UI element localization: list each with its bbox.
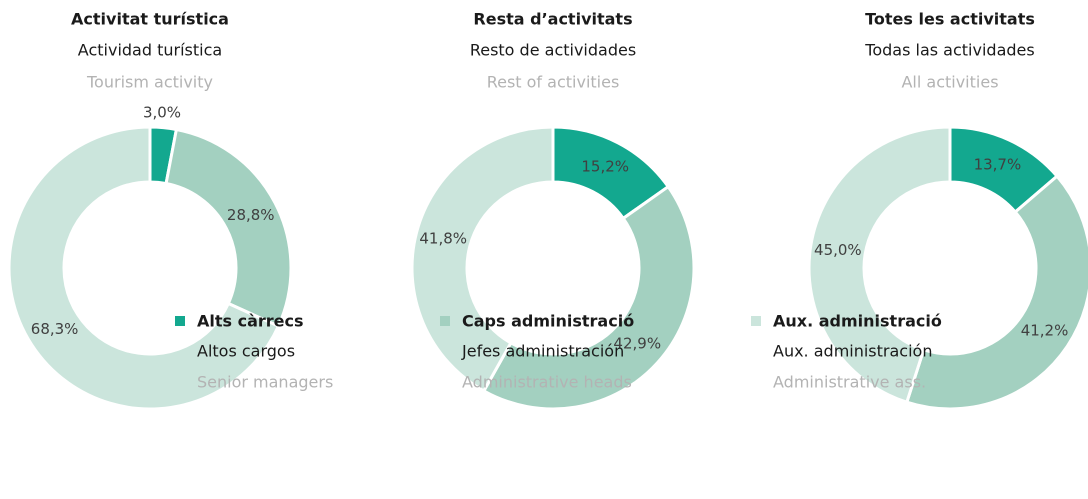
chart-subtitle-en: Tourism activity (86, 73, 213, 92)
legend-label-en: Administrative ass. (773, 373, 926, 392)
legend-label-es: Aux. administración (773, 342, 932, 361)
legend-swatch (751, 316, 761, 326)
chart-title: Totes les activitats (865, 10, 1035, 29)
donut-slice (164, 127, 293, 329)
legend-label-es: Jefes administración (461, 342, 624, 361)
legend-label: Caps administració (462, 312, 634, 331)
value-label: 45,0% (814, 241, 862, 259)
donut-slice (807, 125, 952, 405)
chart-subtitle: Actividad turística (78, 41, 222, 60)
value-label: 41,2% (1021, 321, 1069, 339)
legend-label-en: Senior managers (197, 373, 333, 392)
chart-title: Activitat turística (71, 10, 229, 29)
donut-slice (7, 125, 281, 411)
value-label: 41,8% (419, 230, 467, 248)
chart-subtitle-en: Rest of activities (487, 73, 620, 92)
value-label: 15,2% (581, 158, 629, 176)
chart-subtitle: Todas las actividades (864, 41, 1034, 60)
legend-swatch (175, 316, 185, 326)
chart-title: Resta d’activitats (473, 10, 632, 29)
legend-label-es: Altos cargos (197, 342, 295, 361)
legend-label-en: Administrative heads (462, 373, 632, 392)
donut-slice (904, 174, 1088, 411)
chart-subtitle: Resto de actividades (470, 41, 636, 60)
chart-subtitle-en: All activities (901, 73, 998, 92)
value-label: 13,7% (974, 155, 1022, 173)
value-label: 28,8% (227, 206, 275, 224)
value-label: 42,9% (613, 335, 661, 353)
value-label: 68,3% (31, 320, 79, 338)
value-label: 3,0% (143, 104, 181, 122)
legend-swatch (440, 316, 450, 326)
donut-slice (481, 184, 696, 411)
legend-label: Aux. administració (773, 312, 942, 331)
legend-label: Alts càrrecs (197, 312, 304, 331)
